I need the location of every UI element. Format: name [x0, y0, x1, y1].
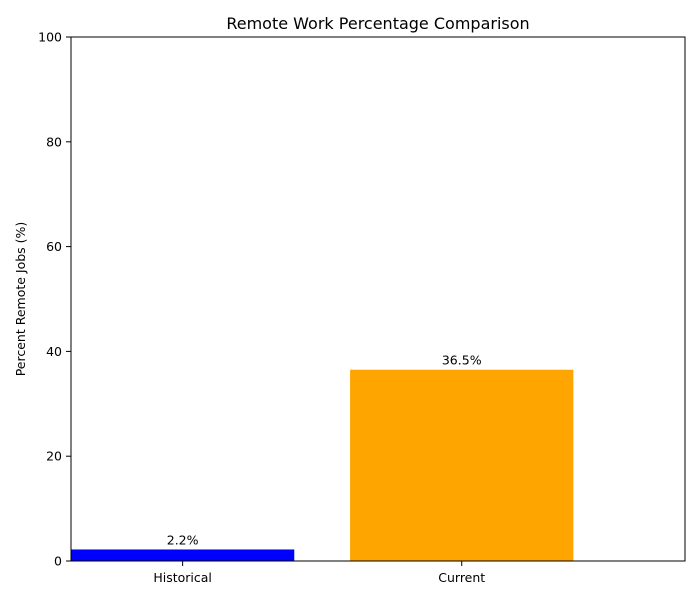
y-tick-label: 100	[38, 30, 62, 45]
y-tick-label: 60	[46, 239, 62, 254]
plot-area-frame	[70, 36, 686, 562]
y-tick-label: 80	[46, 134, 62, 149]
x-axis-ticks: Historical Current	[153, 561, 485, 585]
bar-series	[71, 369, 574, 561]
chart-title: Remote Work Percentage Comparison	[226, 14, 529, 33]
bar-value-label-current: 36.5%	[442, 353, 482, 368]
bar-data-labels: 2.2% 36.5%	[167, 353, 482, 548]
y-tick-label: 20	[46, 449, 62, 464]
x-tick-label-current: Current	[438, 570, 485, 585]
y-tick-label: 40	[46, 344, 62, 359]
y-tick-label: 0	[54, 554, 62, 569]
bar-value-label-historical: 2.2%	[167, 532, 199, 547]
bar-historical	[71, 549, 295, 561]
y-axis-label: Percent Remote Jobs (%)	[13, 222, 28, 377]
bar-current	[350, 369, 574, 561]
x-tick-label-historical: Historical	[153, 570, 212, 585]
y-axis-ticks: 0 20 40 60 80 100	[38, 30, 71, 569]
